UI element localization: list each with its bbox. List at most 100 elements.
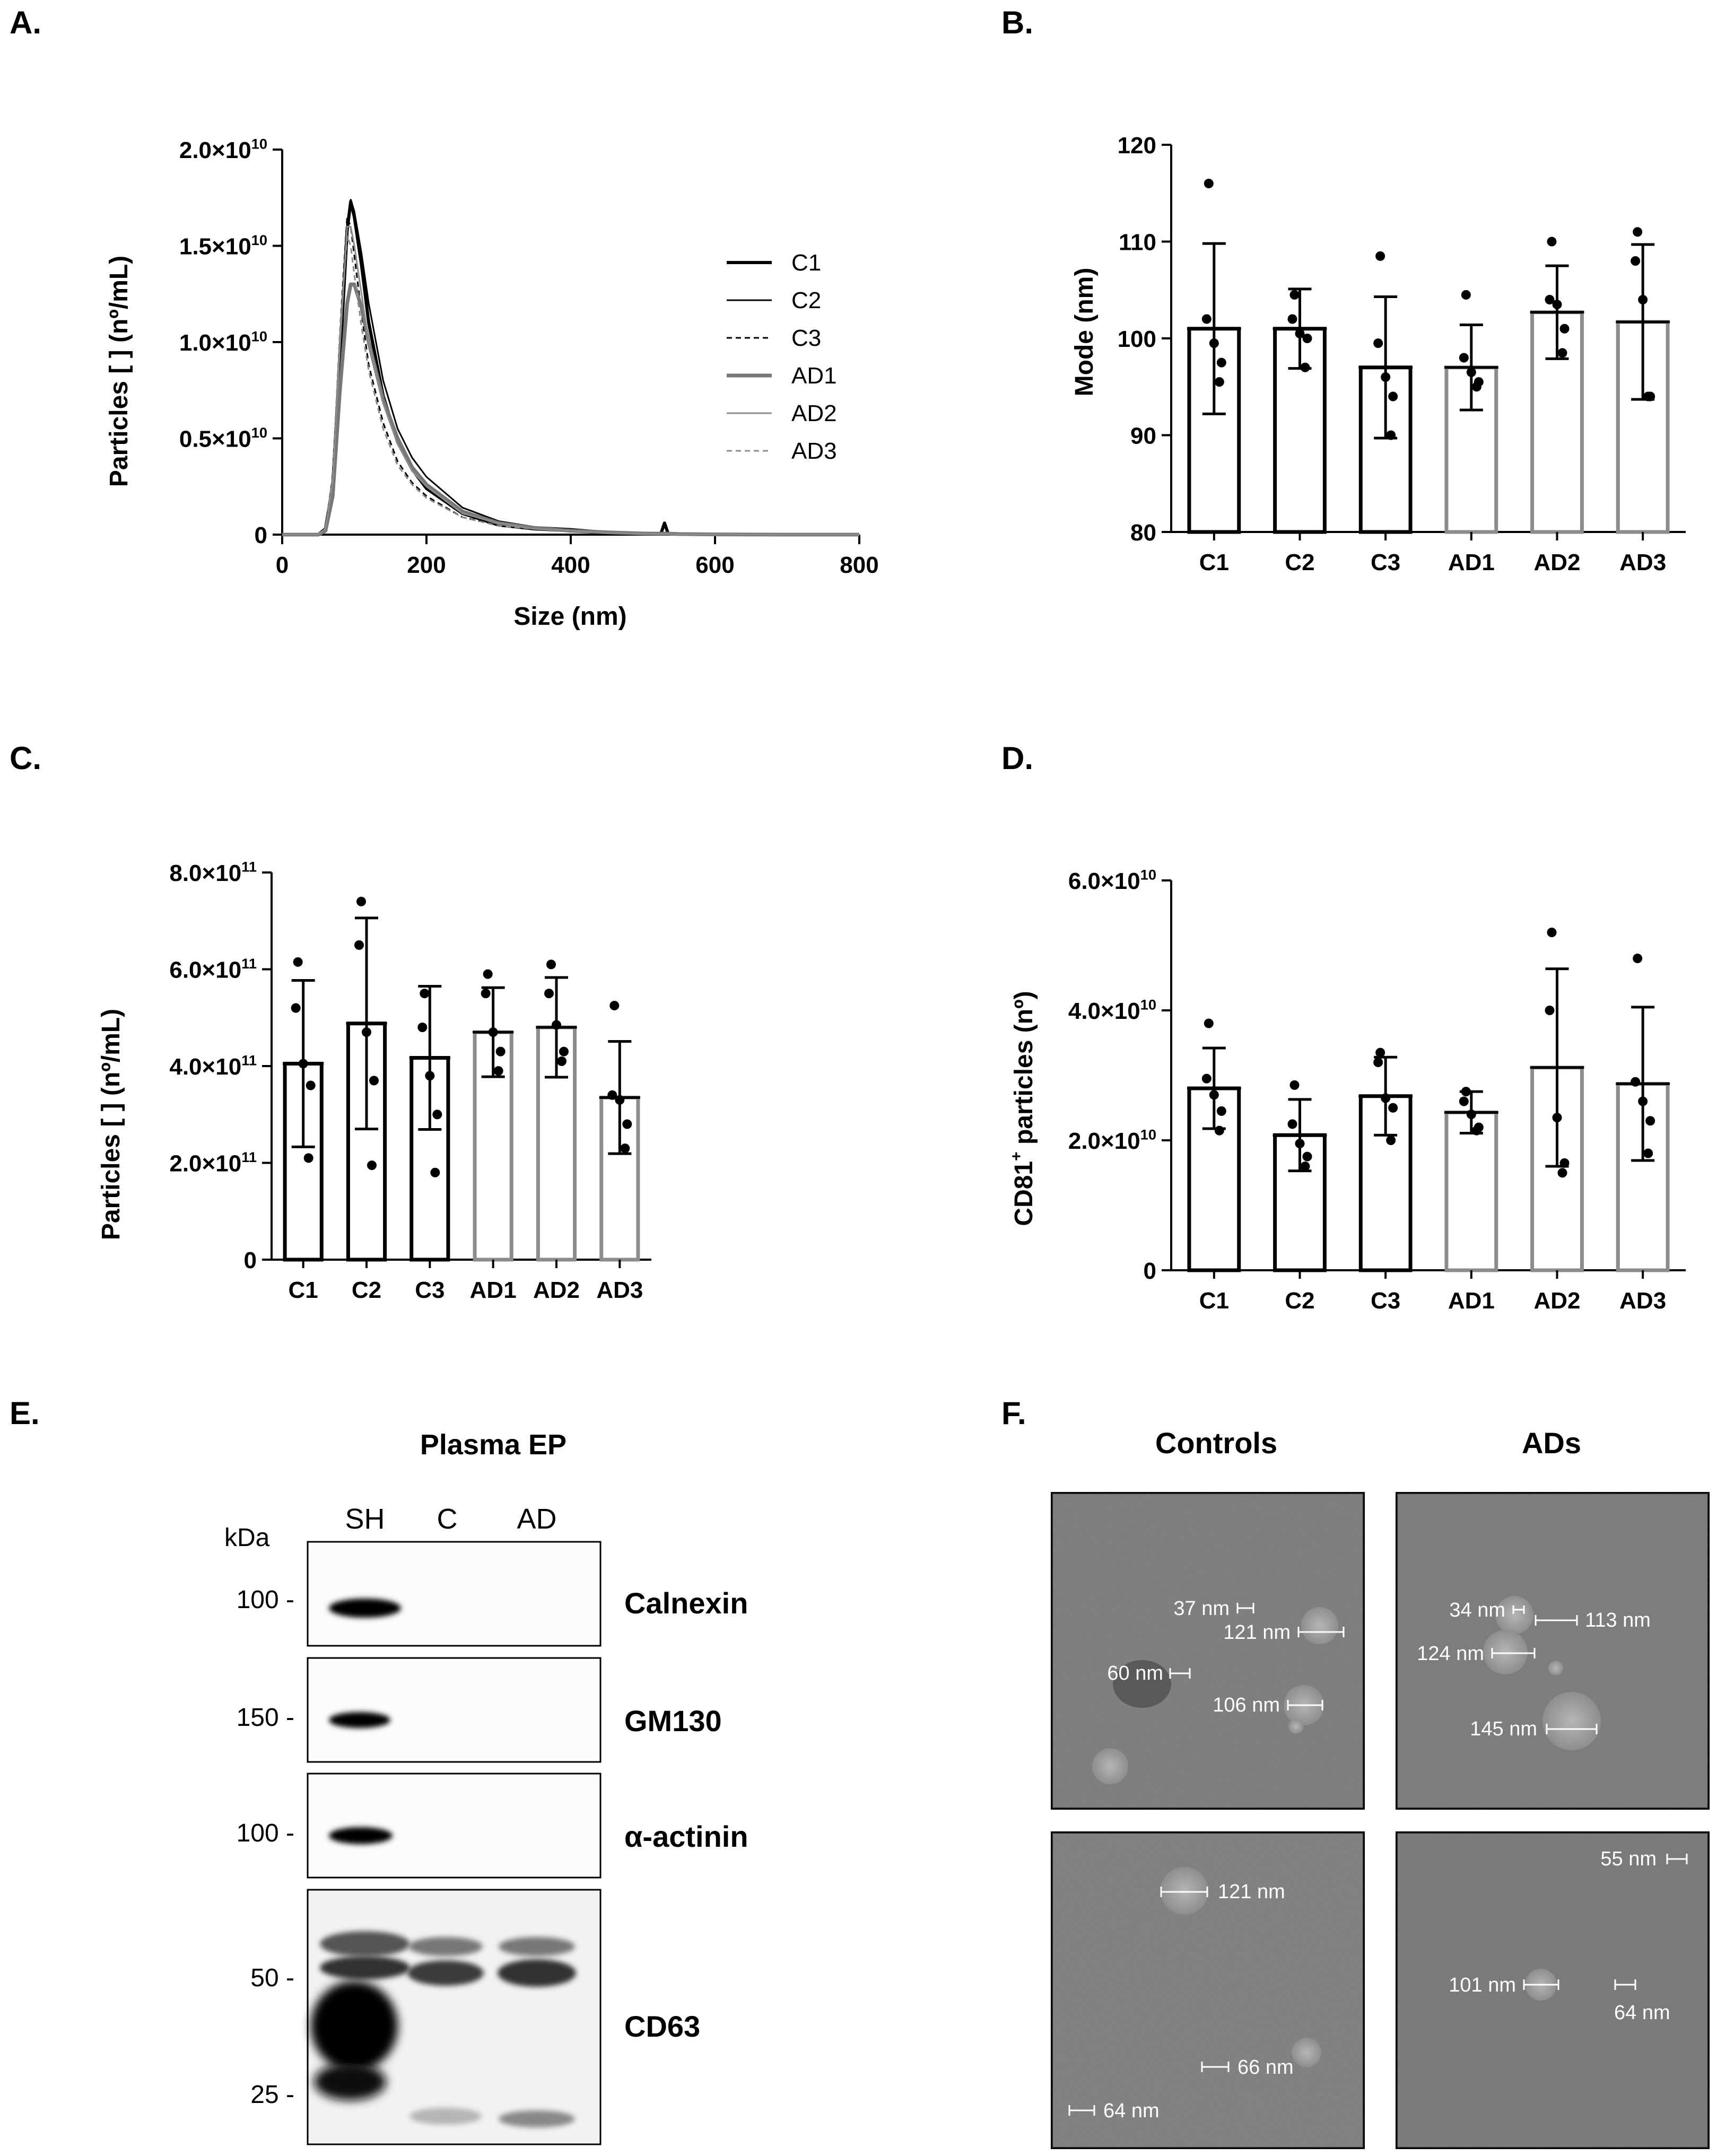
chart-c-y-tick-label: 4.0×1011 — [169, 1052, 257, 1080]
chart-c-x-tick-label: AD2 — [533, 1277, 580, 1303]
chart-d-point — [1638, 1096, 1648, 1106]
chart-d-point — [1214, 1125, 1224, 1136]
chart-a-series-ad2 — [282, 225, 859, 536]
tem-label: 121 nm — [1218, 1881, 1285, 1903]
tem-label: 124 nm — [1417, 1643, 1484, 1665]
chart-b-point — [1471, 382, 1481, 392]
chart-a-x-axis-label: Size (nm) — [513, 603, 626, 631]
chart-c-point — [417, 1023, 428, 1032]
chart-c-x-tick-label: AD1 — [470, 1277, 517, 1303]
chart-c-point — [298, 1059, 308, 1069]
blot-calnexin-band-sh — [329, 1599, 401, 1618]
chart-b-y-tick-label: 120 — [1118, 133, 1156, 159]
chart-b-x-tick-label: AD2 — [1533, 549, 1580, 575]
chart-a-y-tick-label: 1.0×1010 — [179, 328, 267, 356]
chart-d-point — [1461, 1087, 1471, 1097]
chart-b-point — [1201, 314, 1212, 324]
chart-d-point — [1388, 1103, 1398, 1113]
blot-kda-label: kDa — [224, 1524, 270, 1552]
chart-d-point — [1645, 1116, 1655, 1126]
blot-title: Plasma EP — [420, 1429, 566, 1461]
panel-label-b: B. — [1001, 5, 1033, 40]
chart-a-legend-label: C1 — [791, 250, 821, 276]
tem-image-ads-top: 34 nm 113 nm 124 nm 145 nm — [1396, 1492, 1710, 1810]
chart-b-point — [1386, 430, 1396, 440]
chart-a-legend-label: C2 — [791, 287, 821, 313]
chart-d-x-tick-label: AD3 — [1619, 1288, 1666, 1314]
chart-d-point — [1631, 1077, 1641, 1087]
chart-a-legend: C1 C2 C3 AD1 AD2 AD3 — [727, 250, 837, 464]
chart-a-size-distribution: Particles [ ] (nº/mL) Size (nm) C1 C2 C3 AD… — [105, 135, 879, 631]
blot-cd63-marker-25: 25 - — [250, 2081, 294, 2109]
chart-a-x-tick-label: 200 — [407, 552, 446, 578]
chart-b-point — [1545, 295, 1555, 304]
tem-label: 64 nm — [1614, 2002, 1670, 2024]
chart-c-point — [430, 1167, 440, 1177]
chart-d-point — [1302, 1151, 1312, 1162]
chart-d-bar-ad1 — [1444, 1110, 1498, 1272]
chart-d-point — [1204, 1018, 1214, 1028]
chart-b-point — [1302, 334, 1312, 343]
chart-c-y-axis-label: Particles [ ] (nº/mL) — [97, 1009, 125, 1240]
chart-b-point — [1631, 256, 1641, 266]
chart-d-point — [1209, 1090, 1219, 1100]
chart-b-x-tick-label: C1 — [1199, 549, 1229, 575]
chart-d-point — [1552, 1113, 1562, 1123]
chart-c-y-tick-label: 8.0×1011 — [169, 858, 257, 886]
chart-c-point — [607, 1090, 617, 1100]
chart-b-point — [1209, 338, 1219, 348]
chart-d-x-tick-label: AD1 — [1448, 1288, 1495, 1314]
chart-c-y-tick-label: 2.0×1011 — [169, 1149, 257, 1177]
chart-c-point — [483, 969, 493, 979]
chart-b-point — [1204, 179, 1214, 188]
chart-a-series-ad3 — [282, 235, 859, 536]
chart-d-point — [1459, 1096, 1469, 1106]
tem-label: 64 nm — [1103, 2100, 1160, 2122]
blot-cd63-bands — [311, 1931, 576, 2127]
chart-c-x-tick-label: AD3 — [596, 1277, 643, 1303]
tem-label: 55 nm — [1600, 1848, 1657, 1870]
chart-c-x-tick-label: C3 — [415, 1277, 444, 1303]
chart-d-point — [1289, 1080, 1300, 1090]
chart-a-y-tick-label: 2.0×1010 — [179, 135, 267, 163]
chart-b-point — [1373, 338, 1383, 348]
chart-b-point — [1633, 227, 1643, 237]
tem-label: 121 nm — [1223, 1621, 1291, 1644]
chart-c-point — [493, 1066, 503, 1076]
tem-images-panel: Controls ADs 37 nm 121 nm 60 nm 106 nm 3… — [1051, 1426, 1710, 2149]
chart-a-legend-label: AD3 — [791, 438, 837, 464]
chart-d-y-tick-label: 6.0×1010 — [1068, 866, 1156, 894]
chart-d-y-tick-label: 4.0×1010 — [1068, 996, 1156, 1024]
chart-a-x-tick-label: 800 — [840, 552, 878, 578]
chart-c-point — [293, 957, 303, 967]
chart-b-point — [1643, 391, 1653, 401]
chart-c-point — [369, 1076, 379, 1086]
chart-b-point — [1214, 377, 1224, 387]
tem-image-controls-top: 37 nm 121 nm 60 nm 106 nm — [1051, 1492, 1365, 1810]
blot-lane-ad: AD — [517, 1503, 556, 1535]
chart-b-point — [1552, 300, 1562, 310]
tem-image-controls-bottom: 121 nm 66 nm 64 nm — [1051, 1831, 1365, 2149]
blot-calnexin-label: Calnexin — [624, 1586, 748, 1620]
chart-c-point — [367, 1160, 377, 1171]
blot-gm130-band-sh — [329, 1712, 390, 1728]
tem-image-ads-bottom: 55 nm 101 nm 64 nm — [1396, 1831, 1710, 2149]
chart-d-y-tick-label: 2.0×1010 — [1068, 1126, 1156, 1154]
chart-b-mode: Mode (nm) 80 90 100 110 120 C1 C2 C3 AD1 AD2 AD3 — [1070, 133, 1686, 575]
chart-b-point — [1459, 353, 1469, 363]
chart-a-x-tick-label: 0 — [276, 552, 289, 578]
panel-label-a: A. — [10, 5, 41, 40]
chart-d-point — [1557, 1168, 1567, 1178]
blot-gm130-box — [307, 1657, 602, 1763]
blot-calnexin-box — [307, 1541, 602, 1647]
tem-label: 34 nm — [1449, 1599, 1505, 1621]
chart-c-x-tick-label: C2 — [352, 1277, 381, 1303]
chart-c-y-tick-label: 6.0×1011 — [169, 955, 257, 983]
chart-a-y-tick-label: 1.5×1010 — [179, 232, 267, 260]
western-blot-panel: Plasma EP kDa SH C AD 100 - Calnexin 150… — [224, 1429, 748, 2145]
chart-c-y-tick-label: 0 — [244, 1247, 257, 1273]
chart-d-x-tick-label: AD2 — [1533, 1288, 1580, 1314]
panel-label-f: F. — [1001, 1395, 1026, 1431]
chart-c-point — [481, 989, 491, 999]
tem-label: 37 nm — [1173, 1598, 1230, 1620]
